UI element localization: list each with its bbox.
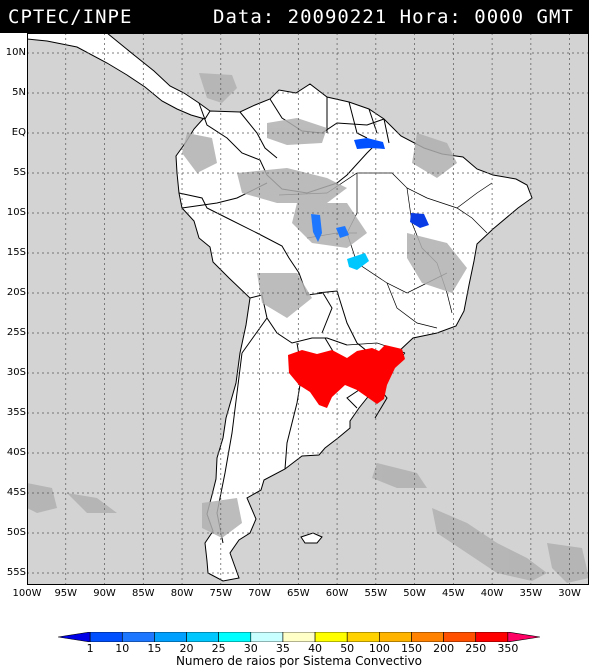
legend-swatch [250, 632, 284, 642]
map-header: CPTEC/INPE Data: 20090221 Hora: 0000 GMT [0, 0, 589, 33]
cloud-patagonia [202, 498, 242, 538]
lat-label: 10S [6, 207, 26, 218]
legend-value: 10 [115, 642, 130, 655]
lat-label: 55S [6, 567, 26, 578]
legend-swatch [89, 632, 123, 642]
lat-label: 5S [13, 167, 26, 178]
lon-label: 55W [364, 588, 388, 599]
legend-swatch [475, 632, 509, 642]
lon-label: 70W [248, 588, 271, 599]
convective-clusters [288, 138, 429, 408]
legend-swatch [58, 632, 91, 642]
lon-label: 90W [93, 588, 116, 599]
lon-label: 60W [325, 588, 349, 599]
legend-title: Numero de raios por Sistema Convectivo [175, 654, 423, 668]
lon-label: 100W [12, 588, 42, 599]
cloud-colombia [199, 73, 237, 103]
lat-label: 30S [6, 367, 26, 378]
cluster-mato-grosso-south [347, 253, 369, 270]
legend-swatch [154, 632, 187, 642]
lon-label: 80W [170, 588, 194, 599]
lightning-legend: 1 10 15 20 25 30 35 40 50 100 150 200 250 350 Numero … [58, 625, 540, 670]
date-label: Data: [213, 6, 276, 28]
legend-value: 40 [308, 642, 323, 655]
cluster-amapa-para [354, 138, 385, 149]
legend-swatch [411, 632, 444, 642]
cluster-southern-cone [288, 345, 405, 408]
map-area[interactable] [27, 33, 589, 585]
legend-value: 30 [243, 642, 258, 655]
cluster-mato-grosso-central [336, 226, 349, 238]
legend-value: 100 [368, 642, 390, 655]
map-canvas [27, 33, 589, 585]
legend-value: 50 [340, 642, 355, 655]
hour-value: 0000 [474, 6, 525, 28]
lat-label: 15S [6, 247, 26, 258]
cluster-rondonia [311, 214, 322, 242]
lat-label: 35S [6, 407, 26, 418]
lon-label: 65W [286, 588, 310, 599]
legend-value: 15 [147, 642, 162, 655]
cloud-amazon-north [267, 118, 327, 145]
lon-label: 40W [480, 588, 504, 599]
lat-label: 5N [12, 87, 26, 98]
lat-label: 40S [6, 447, 26, 458]
legend-swatch [379, 632, 412, 642]
legend-value: 200 [433, 642, 455, 655]
lat-label: 45S [6, 487, 26, 498]
legend-value: 250 [465, 642, 487, 655]
cloud-mato-grosso [292, 203, 367, 248]
cloud-south-pacific [27, 483, 57, 513]
lon-label: 45W [442, 588, 465, 599]
map-border [27, 33, 589, 585]
falkland-islands [300, 532, 323, 544]
legend-swatch [443, 632, 477, 642]
legend-swatch [314, 632, 348, 642]
legend-value: 1 [86, 642, 94, 655]
central-america-landmass [27, 33, 211, 120]
lat-label: 10N [5, 47, 26, 58]
legend-swatch [282, 632, 316, 642]
cloud-south-atlantic-1 [432, 508, 547, 581]
lon-label: 95W [54, 588, 78, 599]
timezone-label: GMT [536, 6, 574, 28]
date-value: 20090221 [287, 6, 388, 28]
legend-value: 350 [497, 642, 519, 655]
lat-label: 50S [6, 527, 26, 538]
date-hour-label: Data: 20090221 Hora: 0000 GMT [213, 6, 574, 28]
cloud-amazon-central [237, 168, 347, 203]
hour-label: Hora: [399, 6, 462, 28]
cluster-tocantins [410, 213, 429, 228]
legend-swatch [186, 632, 219, 642]
source-label: CPTEC/INPE [8, 6, 133, 28]
lon-label: 75W [209, 588, 233, 599]
lat-label: EQ [11, 127, 26, 138]
cloud-nw-peru [182, 133, 217, 173]
legend-swatch [121, 632, 155, 642]
cloud-brazil-northeast [412, 133, 457, 178]
legend-value: 35 [275, 642, 290, 655]
legend-value: 150 [400, 642, 422, 655]
lat-label: 20S [6, 287, 26, 298]
legend-swatch [346, 632, 380, 642]
lon-label: 85W [131, 588, 155, 599]
legend-swatch [507, 632, 540, 642]
cloud-south-atlantic-2 [372, 463, 427, 488]
legend-value: 20 [179, 642, 194, 655]
legend-color-bar [58, 632, 540, 642]
cloud-minas-bahia [407, 233, 467, 293]
lon-label: 50W [403, 588, 426, 599]
lon-label: 30W [558, 588, 581, 599]
legend-swatch [218, 632, 252, 642]
lon-label: 35W [519, 588, 543, 599]
lat-label: 25S [6, 327, 26, 338]
legend-value: 25 [211, 642, 226, 655]
